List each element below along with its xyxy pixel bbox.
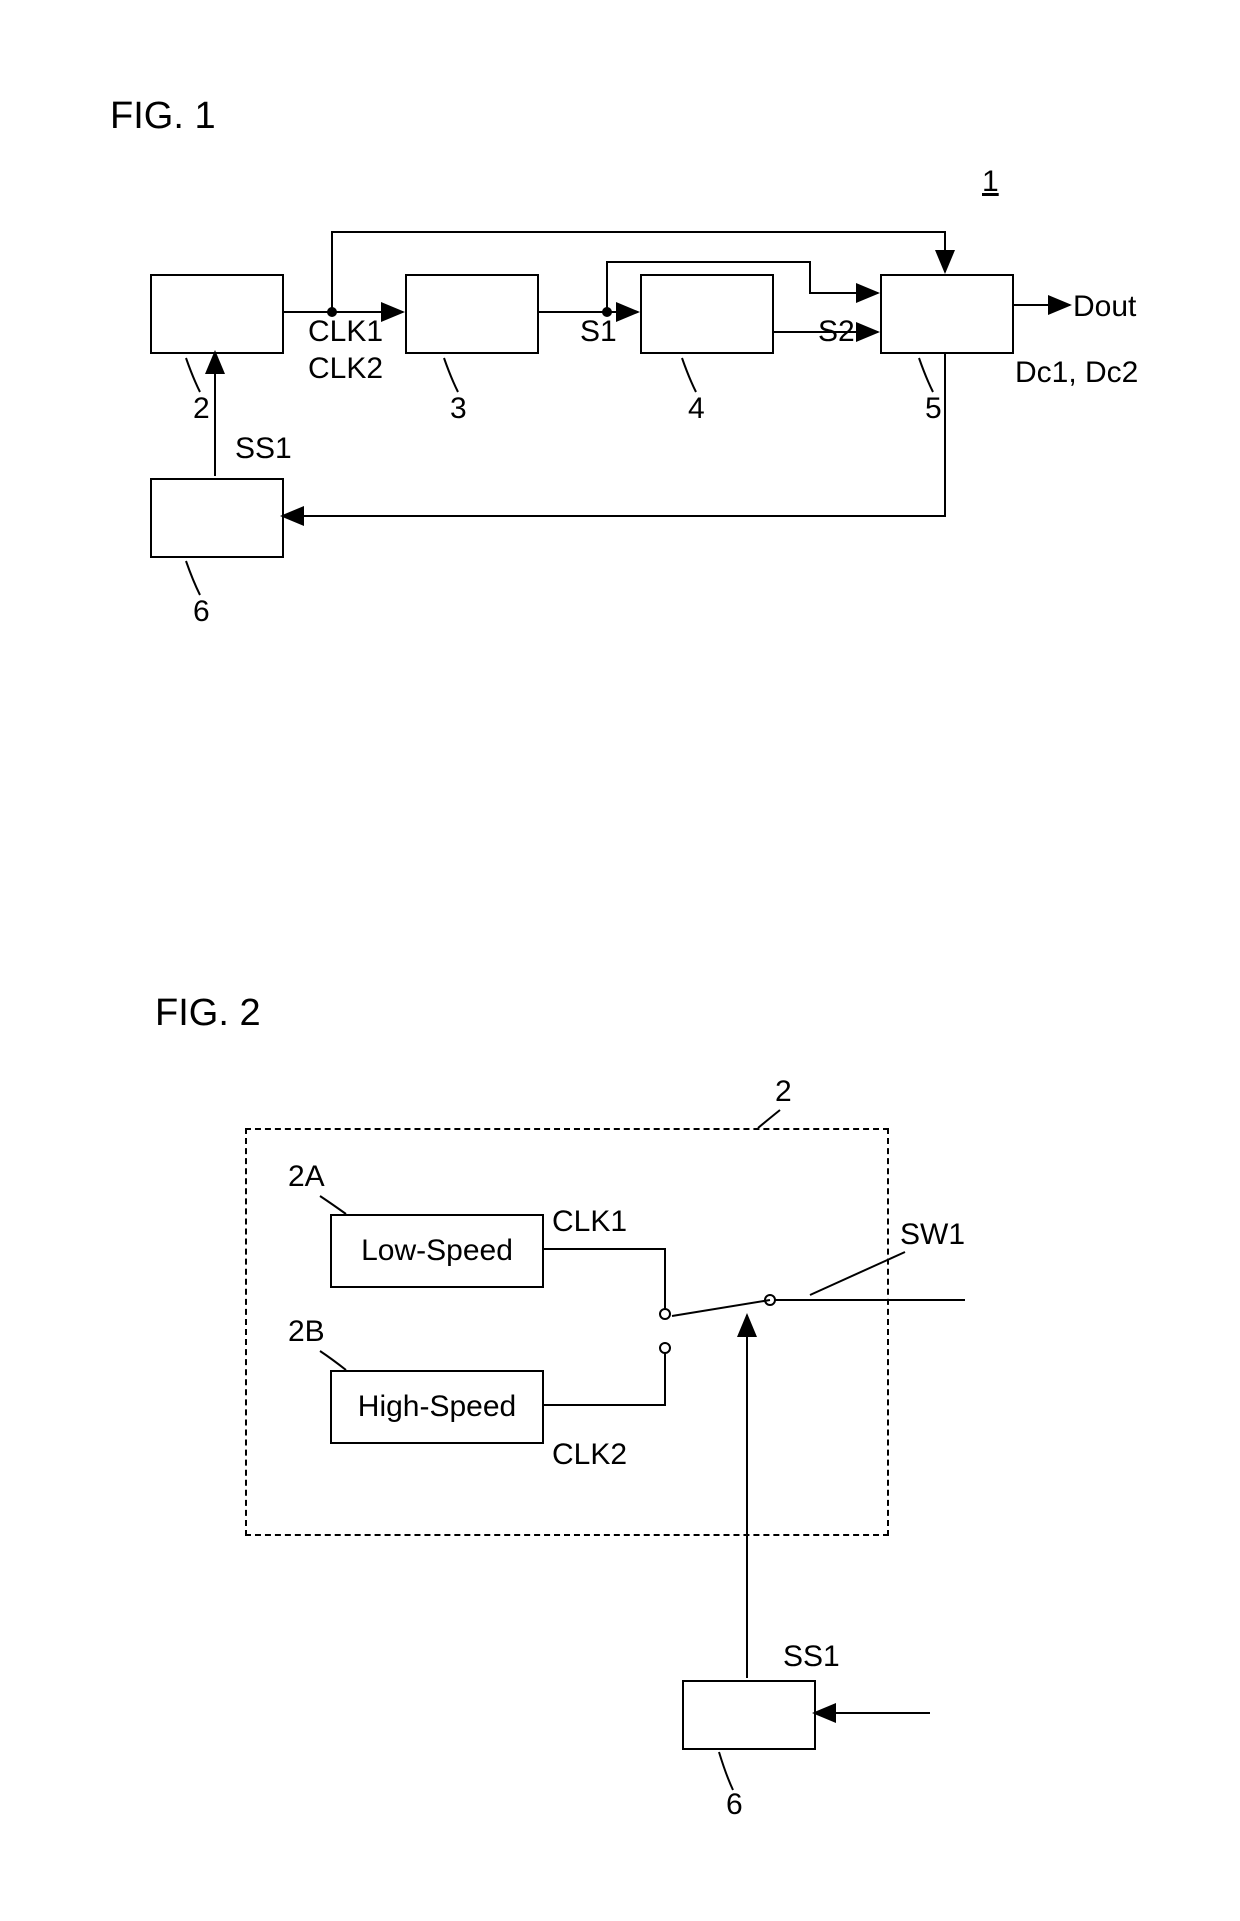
fig2-lines [0,0,1240,1921]
